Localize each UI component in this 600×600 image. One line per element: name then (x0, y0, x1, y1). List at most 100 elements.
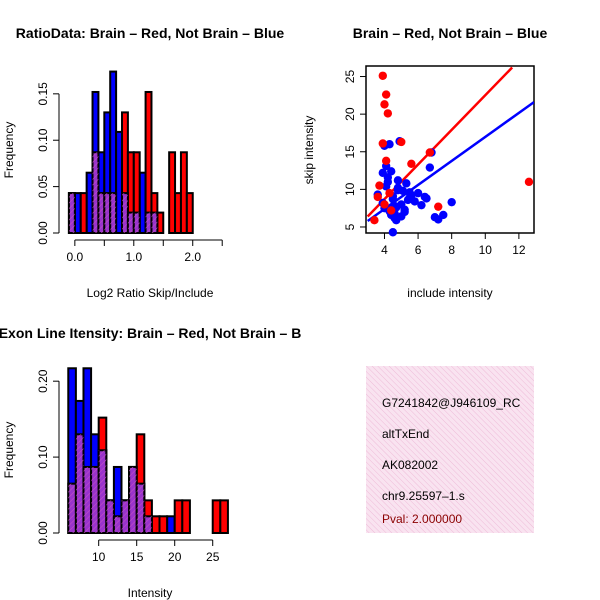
ratio-histogram-axes: 0.0 1.0 2.0 0.00 0.05 0.10 0.15 (36, 82, 223, 264)
ratio-hist-bar-overlap-hatch (92, 152, 99, 233)
intensity-hist-bar-overlap-hatch (91, 466, 99, 533)
scatter-point-not-brain (417, 200, 426, 210)
scatter-xlabel: include intensity (407, 286, 492, 300)
scatter-point-brain (434, 202, 443, 211)
ratio-hist-bar-overlap-hatch (151, 212, 158, 233)
intensity-histogram: Exon Line Itensity: Brain – Red, Not Bra… (0, 325, 301, 600)
scatter-point-not-brain (439, 210, 448, 220)
ratio-hist-bar-brain (79, 192, 88, 235)
scatter-point-not-brain (447, 197, 456, 207)
ratio-histogram-xlabel: Log2 Ratio Skip/Include (87, 286, 214, 300)
ratio-hist-bar-overlap-hatch (145, 212, 152, 233)
scatter-points (370, 71, 534, 237)
intensity-hist-bar-overlap-hatch (98, 450, 107, 533)
ratio-hist-x-tick-label: 0.0 (66, 250, 83, 264)
scatter-x-tick-label: 4 (381, 243, 388, 257)
scatter-point-not-brain (410, 197, 419, 206)
ratio-histogram: RatioData: Brain – Red, Not Brain – Blue… (2, 25, 284, 300)
ratio-hist-x-tick-label: 2.0 (184, 250, 201, 264)
info-probe-id: G7241842@J946109_RC (382, 396, 521, 410)
intensity-hist-bar-brain (173, 499, 184, 535)
scatter-point-brain (370, 216, 379, 225)
ratio-hist-y-tick-label: 0.10 (36, 128, 50, 152)
info-location: chr9.25597–1.s (382, 489, 465, 503)
info-accession: AK082002 (382, 458, 438, 472)
scatter-point-not-brain (383, 177, 393, 187)
scatter-y-tick-label: 20 (343, 107, 357, 121)
ratio-hist-y-tick-label: 0.00 (36, 221, 50, 245)
ratio-hist-bar-overlap-hatch (104, 193, 111, 233)
scatter-point-not-brain (402, 179, 411, 188)
intensity-histogram-xlabel: Intensity (128, 586, 173, 600)
ratio-hist-bar-overlap-hatch (98, 193, 105, 233)
intensity-hist-bar-overlap-hatch (129, 466, 137, 533)
scatter-point-brain (407, 159, 416, 168)
scatter-point-brain (378, 139, 387, 148)
scatter-title: Brain – Red, Not Brain – Blue (353, 25, 548, 41)
scatter-point-brain (380, 100, 389, 109)
intensity-hist-bar-brain (211, 499, 222, 535)
intensity-scatter: Brain – Red, Not Brain – Blue 4 6 8 10 12 5 10… (302, 25, 547, 300)
ratio-hist-y-tick-label: 0.05 (36, 175, 50, 199)
intensity-histogram-axes: 10 15 20 25 0.00 0.10 0.20 (36, 369, 220, 564)
intensity-hist-bar-not-brain (166, 515, 176, 534)
ratio-histogram-ylabel: Frequency (2, 122, 16, 179)
intensity-hist-bar-brain (219, 499, 229, 535)
ratio-hist-bar-overlap-hatch (68, 193, 75, 233)
scatter-point-brain (380, 200, 389, 209)
scatter-axes: 4 6 8 10 12 5 10 15 20 25 (343, 70, 526, 257)
scatter-point-not-brain (403, 195, 413, 205)
scatter-y-tick-label: 5 (343, 223, 357, 230)
scatter-point-brain (524, 177, 534, 187)
intensity-hist-bar-overlap-hatch (75, 434, 84, 533)
scatter-point-not-brain (378, 168, 387, 178)
scatter-point-brain (397, 137, 406, 147)
scatter-x-tick-label: 6 (415, 243, 422, 257)
scatter-point-brain (375, 181, 384, 190)
ratio-hist-bar-overlap-hatch (133, 212, 140, 233)
scatter-point-not-brain (405, 188, 414, 197)
scatter-point-brain (385, 188, 394, 198)
intensity-hist-bar-overlap-hatch (113, 516, 122, 533)
scatter-point-brain (381, 90, 391, 99)
ratio-hist-x-tick-label: 1.0 (125, 250, 142, 264)
info-pvalue: Pval: 2.000000 (382, 512, 462, 526)
scatter-point-brain (383, 109, 393, 118)
intensity-hist-bar-overlap-hatch (83, 466, 92, 533)
intensity-hist-y-tick-label: 0.10 (36, 445, 50, 469)
scatter-point-not-brain (393, 185, 403, 195)
intensity-hist-bar-overlap-hatch (106, 500, 114, 533)
intensity-hist-bar-overlap-hatch (136, 483, 145, 533)
ratio-hist-bar-overlap-hatch (122, 193, 128, 233)
scatter-x-tick-label: 12 (512, 243, 526, 257)
intensity-hist-y-tick-label: 0.20 (36, 369, 50, 393)
scatter-y-tick-label: 25 (343, 70, 357, 84)
ratio-hist-bar-overlap-hatch (110, 193, 117, 233)
info-panel-background (366, 366, 534, 533)
scatter-point-not-brain (393, 176, 403, 185)
intensity-hist-x-tick-label: 25 (206, 550, 220, 564)
intensity-hist-x-tick-label: 15 (130, 550, 144, 564)
ratio-hist-bar-overlap-hatch (127, 212, 134, 233)
scatter-y-tick-label: 15 (343, 145, 357, 159)
scatter-point-brain (381, 156, 391, 165)
scatter-point-brain (378, 71, 387, 80)
intensity-hist-y-tick-label: 0.00 (36, 521, 50, 545)
scatter-point-brain (387, 206, 396, 215)
scatter-y-tick-label: 10 (343, 182, 357, 196)
intensity-hist-x-tick-label: 20 (168, 550, 182, 564)
scatter-plot-box (365, 65, 535, 234)
scatter-ylabel: skip intensity (302, 116, 316, 185)
intensity-hist-bar-brain (150, 515, 161, 534)
scatter-x-tick-label: 8 (448, 243, 455, 257)
ratio-hist-y-tick-label: 0.15 (36, 82, 50, 106)
ratio-hist-bar-brain (185, 192, 194, 235)
intensity-histogram-ylabel: Frequency (2, 422, 16, 479)
info-panel: G7241842@J946109_RC altTxEnd AK082002 ch… (366, 366, 534, 533)
intensity-histogram-title: Exon Line Itensity: Brain – Red, Not Bra… (0, 325, 301, 341)
ratio-histogram-title: RatioData: Brain – Red, Not Brain – Blue (16, 25, 285, 41)
intensity-hist-bar-overlap-hatch (144, 516, 152, 533)
scatter-x-tick-label: 10 (479, 243, 493, 257)
info-event-type: altTxEnd (382, 427, 429, 441)
